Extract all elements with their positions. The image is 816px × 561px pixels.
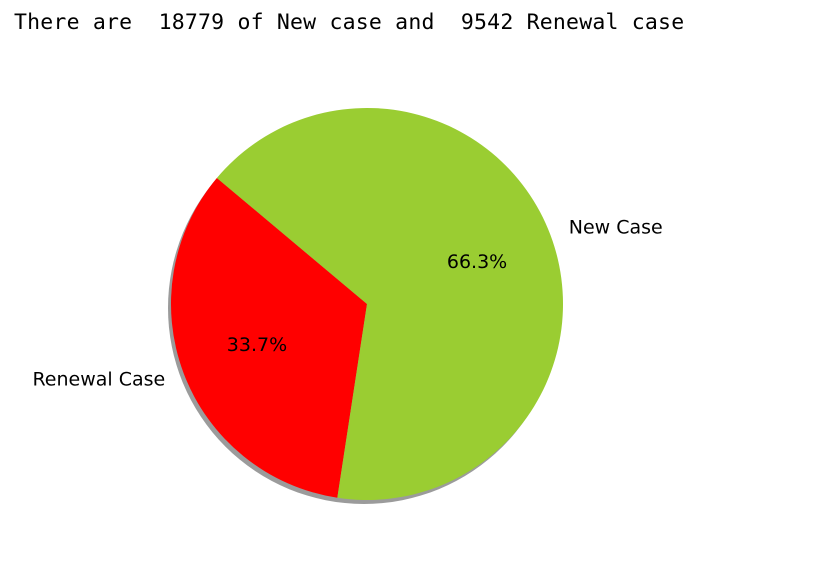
pie-slice-new-case: [216, 108, 563, 501]
pie-percent-label: 33.7%: [227, 334, 287, 356]
pie-percent-label: 66.3%: [447, 251, 507, 273]
pie-slice-renewal-case: [170, 178, 367, 498]
pie-category-label: New Case: [569, 216, 663, 238]
print-output-text: There are 18779 of New case and 9542 Ren…: [14, 10, 685, 35]
pie-category-label: Renewal Case: [32, 369, 165, 391]
